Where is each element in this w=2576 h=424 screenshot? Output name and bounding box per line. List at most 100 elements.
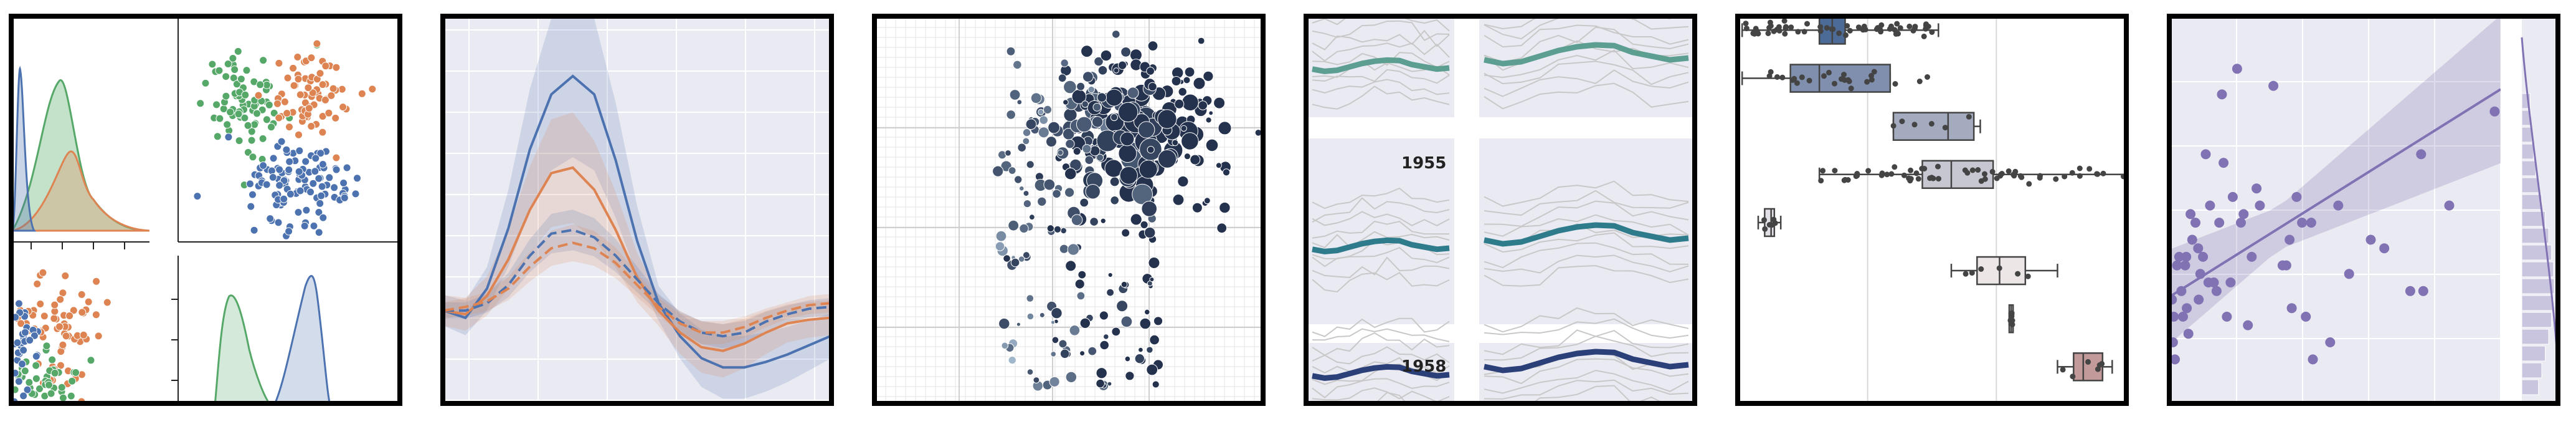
strip-point — [1908, 167, 1914, 173]
facet-bg-line — [1312, 357, 1450, 374]
pair-point — [332, 153, 341, 162]
pair-point — [307, 122, 316, 130]
bubble — [1171, 76, 1181, 86]
facet-bg-line — [1484, 242, 1689, 269]
pair-point — [295, 147, 304, 155]
bubble — [1063, 99, 1069, 105]
pair-point — [39, 268, 47, 277]
scatter-point — [2194, 294, 2204, 305]
strip-point — [2053, 176, 2059, 182]
strip-point — [2094, 171, 2100, 177]
facet-bg-line — [1312, 211, 1450, 227]
pair-point — [234, 47, 242, 55]
marginal-histogram — [2521, 37, 2557, 395]
bubble — [1073, 147, 1081, 156]
bubble — [1120, 316, 1133, 328]
bubble — [1120, 132, 1135, 147]
pair-point — [304, 84, 313, 92]
pair-point — [14, 377, 23, 386]
strip-point — [2010, 171, 2017, 178]
bubble — [1006, 110, 1016, 120]
marginal-bar — [2521, 295, 2554, 311]
pair-point — [42, 342, 51, 350]
pair-point — [242, 66, 251, 75]
bubble — [1198, 100, 1208, 110]
facet-bg-line — [1312, 246, 1450, 267]
scatter-point — [2489, 106, 2500, 117]
bubble — [1146, 346, 1153, 354]
facet-highlight-line — [1312, 364, 1450, 381]
pair-point — [285, 227, 293, 236]
pair-scatter-bottom-left — [12, 268, 111, 402]
pair-point — [330, 183, 339, 192]
bubble — [1140, 220, 1148, 229]
facet-bg-line — [1484, 200, 1689, 227]
bubble — [1065, 371, 1077, 383]
bubble — [1113, 67, 1119, 74]
strip-point — [1794, 80, 1800, 86]
strip-point — [1888, 23, 1894, 29]
facet-bg-line — [1484, 17, 1674, 30]
pair-point — [294, 75, 303, 84]
pair-point — [56, 295, 65, 304]
bubble — [1099, 340, 1109, 350]
strip-point — [1894, 21, 1900, 27]
bubble — [1076, 116, 1092, 133]
bubble — [1085, 184, 1101, 200]
marginal-bar — [2521, 160, 2536, 176]
pair-point — [305, 104, 313, 113]
pair-point — [62, 332, 70, 340]
bubble — [1139, 317, 1152, 330]
bubble — [1076, 291, 1086, 301]
scatter-point — [2171, 311, 2179, 322]
bubble — [1183, 153, 1191, 160]
bubble — [1060, 59, 1069, 67]
pair-point — [208, 60, 217, 69]
pair-point — [331, 113, 340, 122]
bubble — [1043, 105, 1053, 114]
strip-point — [1799, 74, 1805, 80]
bubble — [1158, 149, 1177, 168]
box — [1892, 112, 1975, 141]
strip-point — [2100, 170, 2106, 176]
pair-point — [244, 121, 252, 130]
pair-point — [47, 389, 55, 398]
bubble — [1138, 347, 1144, 353]
pair-point — [270, 108, 278, 117]
bubble — [1100, 218, 1107, 224]
scatter-point — [2183, 329, 2194, 339]
pair-point — [332, 63, 341, 72]
strip-point — [1923, 22, 1929, 29]
facet-bg-line — [1484, 232, 1689, 253]
line-series-3 — [444, 241, 830, 334]
strip-point — [1848, 85, 1854, 92]
bubble — [1205, 117, 1212, 123]
panel-regression — [2167, 14, 2560, 406]
pair-scatter-top-right — [178, 17, 399, 243]
panel-6-frame — [2167, 14, 2560, 406]
strip-point — [2060, 367, 2066, 373]
strip-point — [2015, 271, 2021, 277]
bubble — [1074, 279, 1085, 289]
bubble — [1181, 132, 1199, 150]
bubble — [1029, 214, 1035, 221]
pair-point — [92, 277, 101, 286]
bubble — [1064, 167, 1077, 180]
strip-point — [1892, 81, 1898, 87]
scatter-point — [2418, 286, 2428, 296]
facet-bg-line — [1312, 317, 1450, 337]
facet-bg-line — [1312, 328, 1450, 342]
pair-point — [286, 190, 295, 198]
pair-point — [21, 367, 29, 375]
pair-point — [268, 173, 277, 181]
scatter-point — [2193, 243, 2204, 254]
pair-point — [50, 314, 59, 323]
pair-point — [301, 157, 310, 166]
panel-2-bg — [443, 16, 831, 403]
bubble — [1060, 227, 1067, 234]
marginal-kde — [2521, 37, 2557, 350]
strip-point — [1915, 176, 1921, 182]
strip-point — [1901, 172, 1907, 178]
bubble — [1065, 260, 1077, 272]
scatter-point — [2195, 269, 2205, 279]
